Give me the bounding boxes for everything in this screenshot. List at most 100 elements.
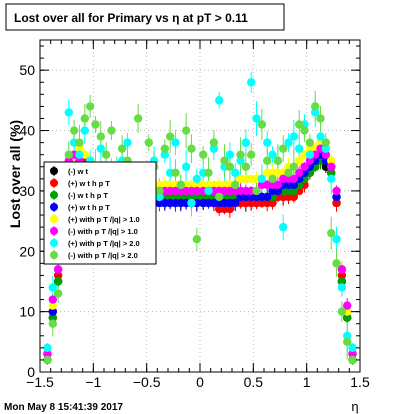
y-axis-label: Lost over all (%) xyxy=(7,120,23,228)
data-point xyxy=(337,307,347,316)
data-point xyxy=(101,150,111,159)
data-point xyxy=(348,343,357,353)
data-point xyxy=(209,138,219,147)
legend-label: (-) w t xyxy=(68,167,88,176)
data-point xyxy=(225,204,235,214)
data-point xyxy=(289,132,299,141)
data-point xyxy=(53,265,63,274)
data-point xyxy=(96,132,106,141)
data-point xyxy=(192,180,201,190)
data-point xyxy=(241,138,251,147)
data-point xyxy=(337,283,347,292)
data-point xyxy=(80,114,90,123)
data-point xyxy=(64,150,74,159)
y-tick-label: 10 xyxy=(19,304,35,320)
data-point xyxy=(252,186,261,196)
legend-marker xyxy=(50,191,58,199)
x-tick-label: 0.5 xyxy=(244,374,264,390)
data-point xyxy=(215,96,224,105)
legend-marker xyxy=(50,239,58,247)
data-point xyxy=(273,186,283,196)
data-point xyxy=(204,186,213,196)
data-point xyxy=(247,78,256,87)
data-point xyxy=(155,186,164,196)
data-point xyxy=(75,138,84,147)
data-point xyxy=(236,156,245,165)
data-point xyxy=(268,150,277,159)
data-point xyxy=(241,162,251,171)
y-tick-label: 0 xyxy=(27,364,35,380)
data-point xyxy=(236,150,245,159)
data-point xyxy=(343,301,352,310)
legend-marker xyxy=(50,179,58,187)
data-point xyxy=(327,162,336,171)
y-tick-label: 50 xyxy=(19,62,35,78)
data-point xyxy=(273,156,283,165)
data-point xyxy=(192,192,201,202)
data-point xyxy=(289,180,299,190)
data-point xyxy=(289,186,299,196)
legend-label: (-) w t h p T xyxy=(68,191,108,200)
data-point xyxy=(187,144,196,153)
data-point xyxy=(85,102,95,111)
data-point xyxy=(171,138,180,147)
data-point xyxy=(327,228,336,238)
x-tick-label: −0.5 xyxy=(133,374,161,390)
data-point xyxy=(53,271,63,280)
data-point xyxy=(263,156,272,165)
data-point xyxy=(348,355,357,365)
data-point xyxy=(48,301,57,310)
data-point xyxy=(231,180,240,190)
data-point xyxy=(289,192,299,202)
data-point xyxy=(300,126,309,135)
x-axis-label: η xyxy=(351,399,358,414)
y-tick-label: 20 xyxy=(19,243,35,259)
data-point xyxy=(284,168,293,177)
data-point xyxy=(123,138,132,147)
data-point xyxy=(48,319,57,328)
data-point xyxy=(268,198,277,208)
data-point xyxy=(337,271,347,280)
data-point xyxy=(209,144,219,153)
data-point xyxy=(96,144,106,153)
data-point xyxy=(43,349,52,359)
data-point xyxy=(117,144,127,153)
data-point xyxy=(321,138,331,147)
data-point xyxy=(80,126,90,135)
data-point xyxy=(257,174,267,184)
legend-label: (-) with p T /|q| > 2.0 xyxy=(68,251,138,260)
data-point xyxy=(247,150,256,159)
data-point xyxy=(43,343,52,353)
data-point xyxy=(225,150,235,159)
data-point xyxy=(327,156,336,165)
data-point xyxy=(289,162,299,171)
data-point xyxy=(144,138,153,147)
data-point xyxy=(64,108,74,117)
data-point xyxy=(295,168,304,177)
data-point xyxy=(343,313,352,322)
data-point xyxy=(337,277,347,286)
data-point xyxy=(215,192,224,202)
data-point xyxy=(107,126,116,135)
data-point xyxy=(160,150,169,159)
axis-ticks: −1.5 −1 −0.5 0 0.5 1 1.5 0 10 20 30 40 50 xyxy=(19,40,370,390)
data-point xyxy=(53,277,63,286)
data-point xyxy=(295,156,304,165)
data-point xyxy=(48,313,57,322)
data-point xyxy=(348,349,357,359)
data-point xyxy=(160,144,169,153)
data-point xyxy=(187,198,196,208)
data-point xyxy=(91,120,100,129)
data-point xyxy=(225,162,235,171)
legend-label: (+) with p T /|q| > 2.0 xyxy=(68,239,140,248)
data-point xyxy=(279,222,288,232)
data-point xyxy=(53,289,63,298)
data-point xyxy=(332,198,341,208)
legend-marker xyxy=(50,215,58,223)
x-tick-label: 0 xyxy=(196,374,204,390)
legend-label: (+) w t h p T xyxy=(68,179,110,188)
data-point xyxy=(252,114,261,123)
data-point xyxy=(332,186,341,196)
data-point xyxy=(181,126,191,135)
